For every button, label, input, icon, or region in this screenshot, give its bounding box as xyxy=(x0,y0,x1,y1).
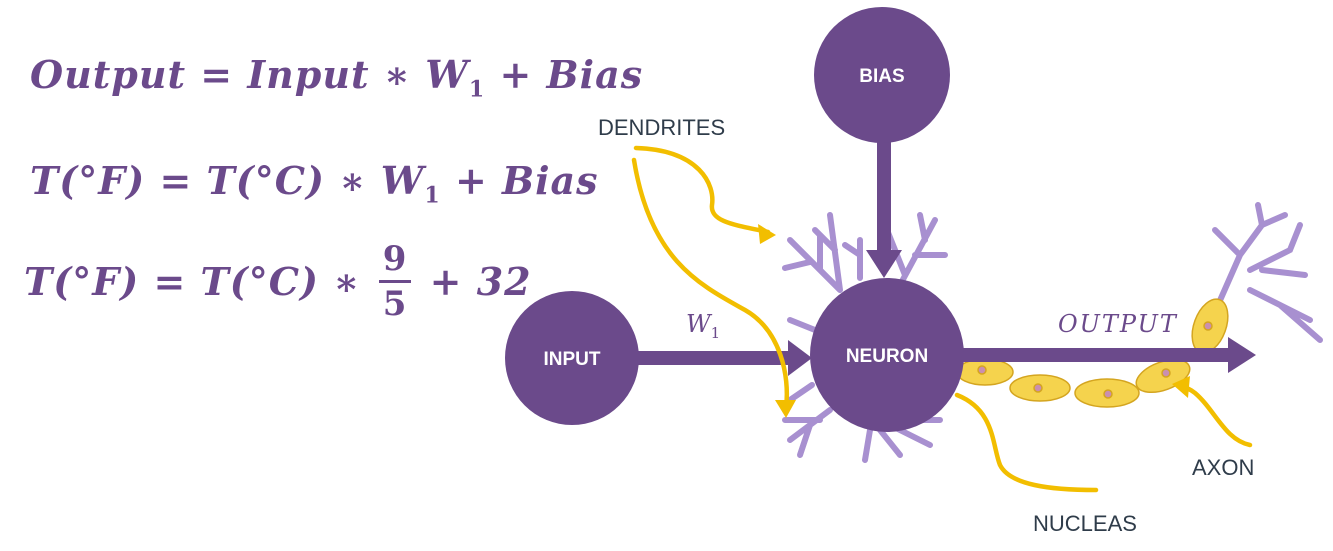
annotation-arrowheads xyxy=(758,224,1190,418)
axon-terminal-shape xyxy=(1212,202,1323,343)
input-label: INPUT xyxy=(544,349,601,370)
nucleas-pointer xyxy=(954,392,1099,493)
bias-label: BIAS xyxy=(859,66,904,87)
fraction-denominator: 5 xyxy=(382,284,408,324)
equation-generic-sub: 1 xyxy=(468,76,486,103)
equation-generic: Output = Input ∗ W1 + Bias xyxy=(30,52,643,103)
equation-temperature-weight-left: T(°F) = T(°C) ∗ W xyxy=(30,158,425,203)
neuron-label: NEURON xyxy=(846,346,928,367)
weight-label: W1 xyxy=(686,310,720,342)
fraction-numerator: 9 xyxy=(378,242,412,283)
input-node xyxy=(505,291,639,425)
bias-node xyxy=(814,7,950,143)
dendrites-shape xyxy=(782,212,948,463)
dendrites-pointer-upper xyxy=(633,145,771,235)
fraction: 9 5 xyxy=(378,242,412,324)
input-arrow xyxy=(630,340,812,376)
weight-label-sub: 1 xyxy=(711,324,721,342)
equation-temperature-weight-sub: 1 xyxy=(424,182,441,209)
axon-pointer xyxy=(1177,383,1253,448)
equation-generic-left: Output xyxy=(30,52,187,97)
bias-arrow xyxy=(866,135,902,278)
equation-conversion-left: T(°F) = T(°C) ∗ xyxy=(24,259,361,304)
nucleas-label: NUCLEAS xyxy=(1033,511,1137,536)
dendrites-pointer-lower xyxy=(631,157,789,411)
neuron-node xyxy=(810,278,964,432)
equation-temperature-conversion: T(°F) = T(°C) ∗ 9 5 + 32 xyxy=(24,242,532,321)
equation-generic-mid: = Input ∗ W xyxy=(200,52,469,97)
equation-temperature-weight: T(°F) = T(°C) ∗ W1 + Bias xyxy=(30,158,599,209)
equation-conversion-right: + 32 xyxy=(429,259,532,304)
equation-generic-right: + Bias xyxy=(499,52,644,97)
weight-label-main: W xyxy=(686,310,713,338)
equation-temperature-weight-right: + Bias xyxy=(454,158,599,203)
axon-cells xyxy=(956,298,1229,408)
output-arrow xyxy=(960,337,1256,373)
output-label: OUTPUT xyxy=(1058,310,1178,338)
axon-label: AXON xyxy=(1192,455,1255,480)
dendrites-label: DENDRITES xyxy=(598,115,726,140)
